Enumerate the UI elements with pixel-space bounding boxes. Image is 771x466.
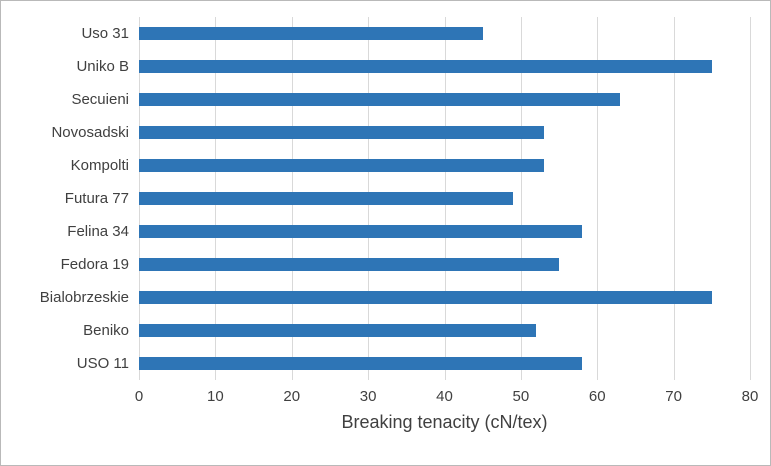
bar-row: Secuieni xyxy=(11,83,750,116)
bar-track xyxy=(139,83,750,116)
bar-track xyxy=(139,50,750,83)
bar-secuieni[interactable] xyxy=(139,93,621,106)
x-tick-label: 30 xyxy=(359,388,377,405)
bar-felina-34[interactable] xyxy=(139,225,582,238)
x-tick-label: 70 xyxy=(665,388,682,405)
bar-kompolti[interactable] xyxy=(139,159,544,172)
bar-novosadski[interactable] xyxy=(139,126,544,139)
category-label: Uso 31 xyxy=(81,25,129,42)
x-tick-label: 0 xyxy=(134,388,144,405)
x-tick-label: 60 xyxy=(588,388,606,405)
category-label: USO 11 xyxy=(76,355,129,372)
bar-row: USO 11 xyxy=(11,347,750,380)
bar-beniko[interactable] xyxy=(139,324,537,337)
category-label: Fedora 19 xyxy=(60,256,129,273)
category-label: Bialobrzeskie xyxy=(39,289,129,306)
bar-row: Uniko B xyxy=(11,50,750,83)
category-label: Felina 34 xyxy=(67,223,129,240)
gridline xyxy=(750,17,751,380)
gridline xyxy=(520,17,522,380)
bar-row: Beniko xyxy=(11,314,750,347)
x-tick-label: 40 xyxy=(436,388,453,405)
bar-track xyxy=(139,281,750,314)
bar-track xyxy=(139,347,750,380)
category-label: Secuieni xyxy=(71,91,129,108)
bar-track xyxy=(139,182,750,215)
bar-uso-31[interactable] xyxy=(139,27,483,40)
bar-futura-77[interactable] xyxy=(139,192,514,205)
bar-row: Futura 77 xyxy=(11,182,750,215)
bar-row: Felina 34 xyxy=(11,215,750,248)
bar-track xyxy=(139,116,750,149)
x-axis-ticks: 0 10 20 30 40 50 60 70 80 xyxy=(135,380,759,410)
bar-track xyxy=(139,314,750,347)
category-label: Beniko xyxy=(83,322,129,339)
bar-row: Uso 31 xyxy=(11,17,750,50)
x-tick-label: 80 xyxy=(741,388,759,405)
x-tick-label: 10 xyxy=(207,388,224,405)
bar-track xyxy=(139,17,750,50)
gridline xyxy=(673,17,675,380)
plot-area: Uso 31 Uniko B Secuieni Novosadski Kompolti F… xyxy=(11,17,751,380)
x-tick-label: 50 xyxy=(512,388,530,405)
category-label: Futura 77 xyxy=(64,190,129,207)
category-label: Novosadski xyxy=(51,124,129,141)
x-tick-label: 20 xyxy=(283,388,301,405)
bar-track xyxy=(139,149,750,182)
bar-row: Bialobrzeskie xyxy=(11,281,750,314)
bar-bialobrzeskie[interactable] xyxy=(139,291,712,304)
bar-rows: Uso 31 Uniko B Secuieni Novosadski Kompolti F… xyxy=(11,17,750,380)
category-label: Kompolti xyxy=(70,157,129,174)
bar-uniko-b[interactable] xyxy=(139,60,712,73)
bar-uso-11[interactable] xyxy=(139,357,582,370)
x-axis-title: Breaking tenacity (cN/tex) xyxy=(341,412,548,432)
bar-row: Novosadski xyxy=(11,116,750,149)
bar-track xyxy=(139,215,750,248)
bar-row: Fedora 19 xyxy=(11,248,750,281)
category-label: Uniko B xyxy=(76,58,129,75)
bar-fedora-19[interactable] xyxy=(139,258,560,271)
bar-track xyxy=(139,248,750,281)
gridline xyxy=(597,17,599,380)
bar-row: Kompolti xyxy=(11,149,750,182)
